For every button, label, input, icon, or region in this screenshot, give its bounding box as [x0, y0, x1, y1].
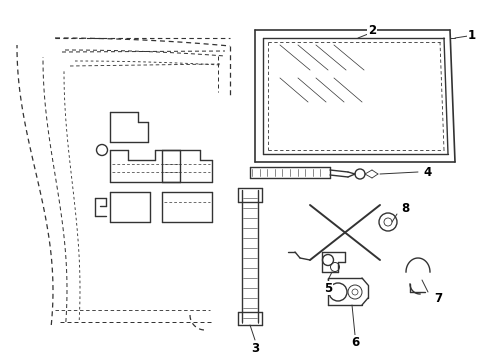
Text: 6: 6 [351, 336, 359, 348]
Text: 7: 7 [434, 292, 442, 305]
Text: 4: 4 [424, 166, 432, 179]
Text: 1: 1 [468, 28, 476, 41]
Text: 5: 5 [324, 282, 332, 294]
Text: 2: 2 [368, 23, 376, 36]
Text: 8: 8 [401, 202, 409, 215]
Text: 3: 3 [251, 342, 259, 355]
